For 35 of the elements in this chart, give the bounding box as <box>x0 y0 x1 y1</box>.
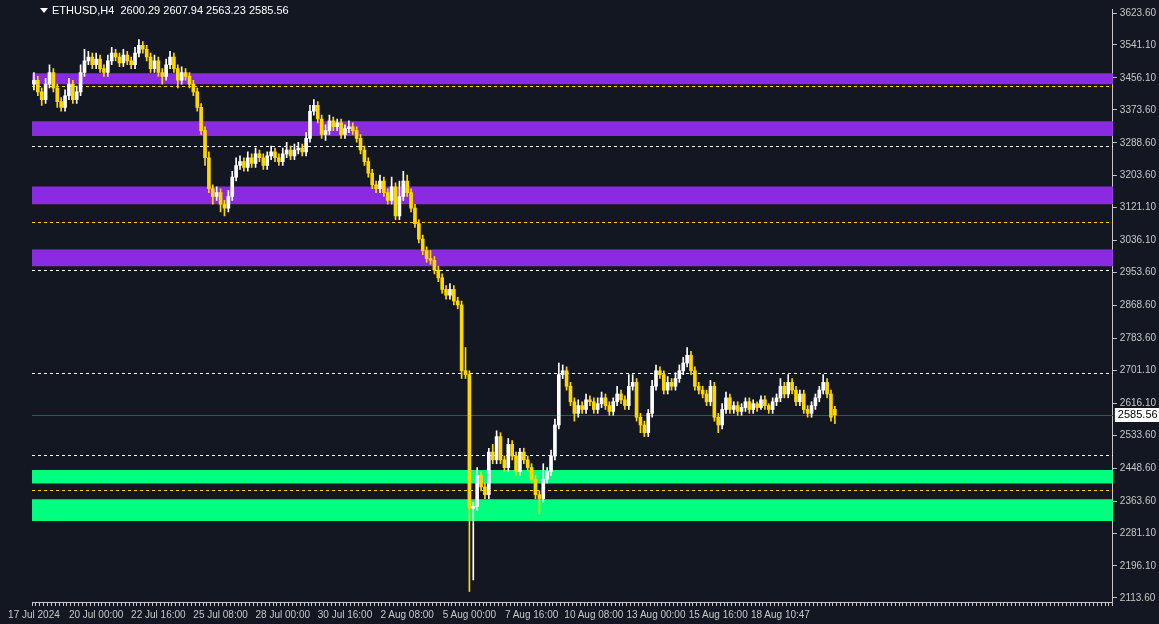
y-tick-label: 3036.10 <box>1119 234 1157 246</box>
ref-line-label: 2585.56 <box>1117 408 1158 421</box>
y-tick-label: 3456.10 <box>1119 71 1157 83</box>
y-tick-label: 3541.10 <box>1119 38 1157 50</box>
y-tick-label: 2448.60 <box>1119 461 1157 473</box>
y-tick-label: 2783.60 <box>1119 332 1157 344</box>
y-tick-label: 2953.60 <box>1119 266 1157 278</box>
x-tick-label: 5 Aug 00:00 <box>442 608 497 620</box>
y-tick-label: 3121.10 <box>1119 201 1157 213</box>
x-tick-label: 2 Aug 08:00 <box>380 608 435 620</box>
x-tick-label: 22 Jul 16:00 <box>131 608 187 620</box>
x-tick-label: 10 Aug 08:00 <box>564 608 624 620</box>
candlestick <box>32 72 36 91</box>
x-tick-label: 18 Aug 10:47 <box>750 608 811 620</box>
y-tick-label: 2533.60 <box>1119 428 1157 440</box>
x-tick-label: 15 Aug 16:00 <box>688 608 749 620</box>
x-tick-label: 17 Jul 2024 <box>8 608 61 620</box>
y-tick-label: 3203.60 <box>1119 169 1157 181</box>
y-tick-label: 2281.10 <box>1119 526 1157 538</box>
x-tick-label: 7 Aug 16:00 <box>504 608 559 620</box>
y-tick-label: 3288.60 <box>1119 136 1157 148</box>
y-tick-label: 2196.10 <box>1119 559 1157 571</box>
y-tick-label: 2113.60 <box>1119 591 1156 603</box>
x-tick-label: 13 Aug 00:00 <box>626 608 686 620</box>
x-tick-label: 25 Jul 08:00 <box>193 608 249 620</box>
x-tick-label: 28 Jul 00:00 <box>255 608 311 620</box>
y-tick-label: 2363.60 <box>1119 494 1157 506</box>
x-tick-label: 20 Jul 00:00 <box>68 608 124 620</box>
y-tick-label: 2616.10 <box>1119 397 1157 409</box>
y-tick-label: 2868.60 <box>1119 299 1157 311</box>
x-tick-label: 30 Jul 16:00 <box>317 608 373 620</box>
y-tick-label: 3373.60 <box>1119 103 1157 115</box>
chart-title: ETHUSD,H4 2600.29 2607.94 2563.23 2585.56 <box>52 4 289 16</box>
y-tick-label: 2701.10 <box>1119 364 1157 376</box>
y-tick-label: 3623.60 <box>1119 6 1157 18</box>
